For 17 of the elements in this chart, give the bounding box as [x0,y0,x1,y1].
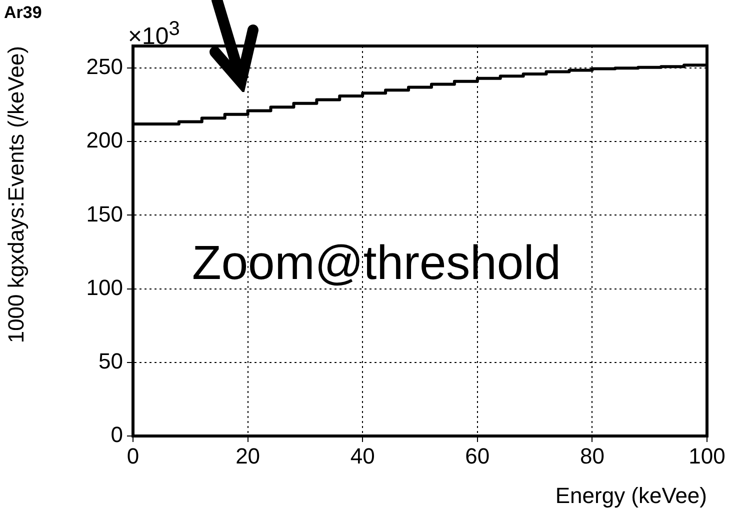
x-axis-title: Energy (keVee) [555,482,707,508]
x-tick-label: 40 [350,443,375,468]
x-tick-label: 60 [465,443,490,468]
x-tick-label: 100 [688,443,726,468]
y-tick-label: 50 [98,348,123,374]
annotation: ×10$^{3}$ [128,18,180,51]
x-tick-label: 0 [126,443,140,468]
chart-title: Ar39 [4,3,42,23]
y-tick-label: 250 [86,54,123,80]
x-tick-label: 20 [236,443,260,468]
y-tick-label: 150 [86,201,123,226]
y-tick-label: 0 [110,422,123,448]
y-tick-label: 100 [86,274,123,300]
x-tick-label: 80 [580,443,604,468]
annotation: Zoom@threshold [192,236,561,291]
y-tick-label: 200 [86,128,123,153]
y-axis-title: 1000 kgxdays:Events (/keVee) [3,46,28,344]
